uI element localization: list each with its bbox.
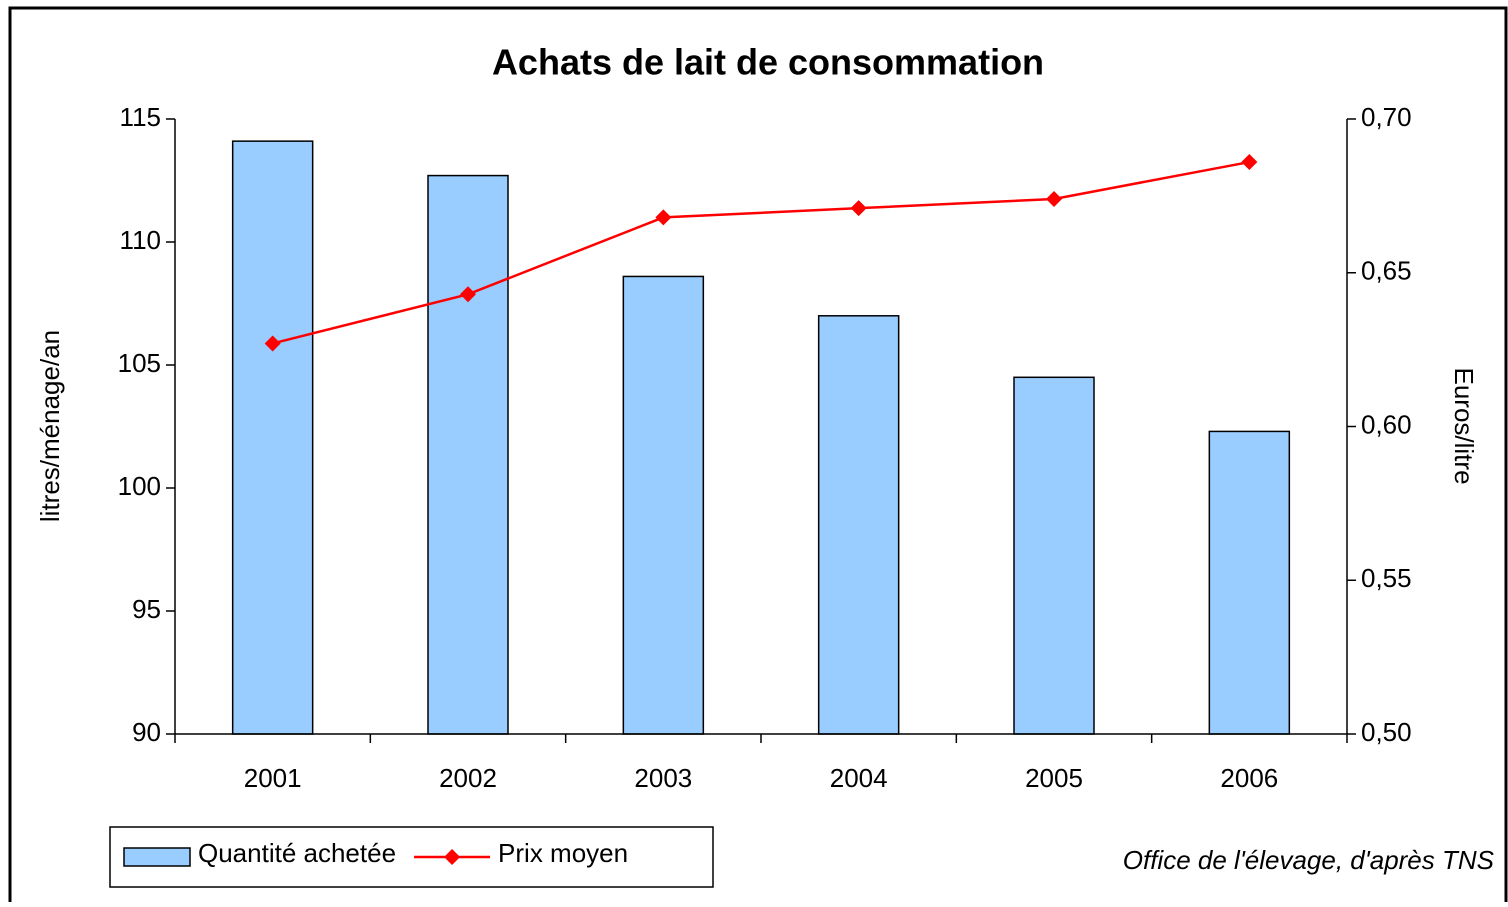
y-axis-label: litres/ménage/an: [35, 330, 65, 522]
x-tick-label: 2006: [1220, 763, 1278, 793]
line: [272, 160, 1250, 345]
legend-swatch: [123, 847, 191, 867]
y-tick-label: 115: [120, 102, 161, 132]
y2-tick-label: 0,50: [1361, 717, 1412, 747]
line-marker: [1241, 154, 1258, 171]
source-note: Office de l'élevage, d'après TNS: [1123, 845, 1495, 875]
y2-tick-label: 0,60: [1361, 409, 1412, 439]
legend-label: Prix moyen: [498, 838, 628, 868]
line-marker: [460, 286, 476, 303]
line-marker: [1046, 190, 1062, 207]
y-tick-label: 100: [118, 471, 161, 501]
chart-title: Achats de lait de consommation: [492, 42, 1044, 83]
y-tick-label: 105: [118, 348, 161, 378]
x-tick-label: 2004: [830, 763, 888, 793]
bar: [231, 140, 314, 735]
bar: [427, 174, 509, 735]
x-tick-label: 2001: [244, 763, 302, 793]
y2-tick-label: 0,55: [1361, 563, 1412, 593]
bar: [1013, 376, 1095, 735]
line-marker: [850, 200, 867, 217]
bar: [1208, 430, 1291, 735]
bar: [622, 275, 705, 735]
y-tick-label: 90: [132, 717, 161, 747]
legend-label: Quantité achetée: [198, 838, 396, 868]
y2-axis-label: Euros/litre: [1449, 367, 1479, 484]
x-tick-label: 2005: [1025, 763, 1083, 793]
y-tick-label: 110: [120, 225, 161, 255]
legend-marker: [444, 849, 461, 865]
legend-box: [109, 826, 714, 888]
x-tick-label: 2002: [439, 763, 497, 793]
line-marker: [655, 209, 672, 226]
y-tick-label: 95: [132, 594, 161, 624]
y2-tick-label: 0,70: [1361, 102, 1412, 132]
y2-tick-label: 0,65: [1361, 256, 1412, 286]
bar: [817, 315, 900, 735]
x-tick-label: 2003: [634, 763, 692, 793]
line-marker: [264, 335, 281, 352]
